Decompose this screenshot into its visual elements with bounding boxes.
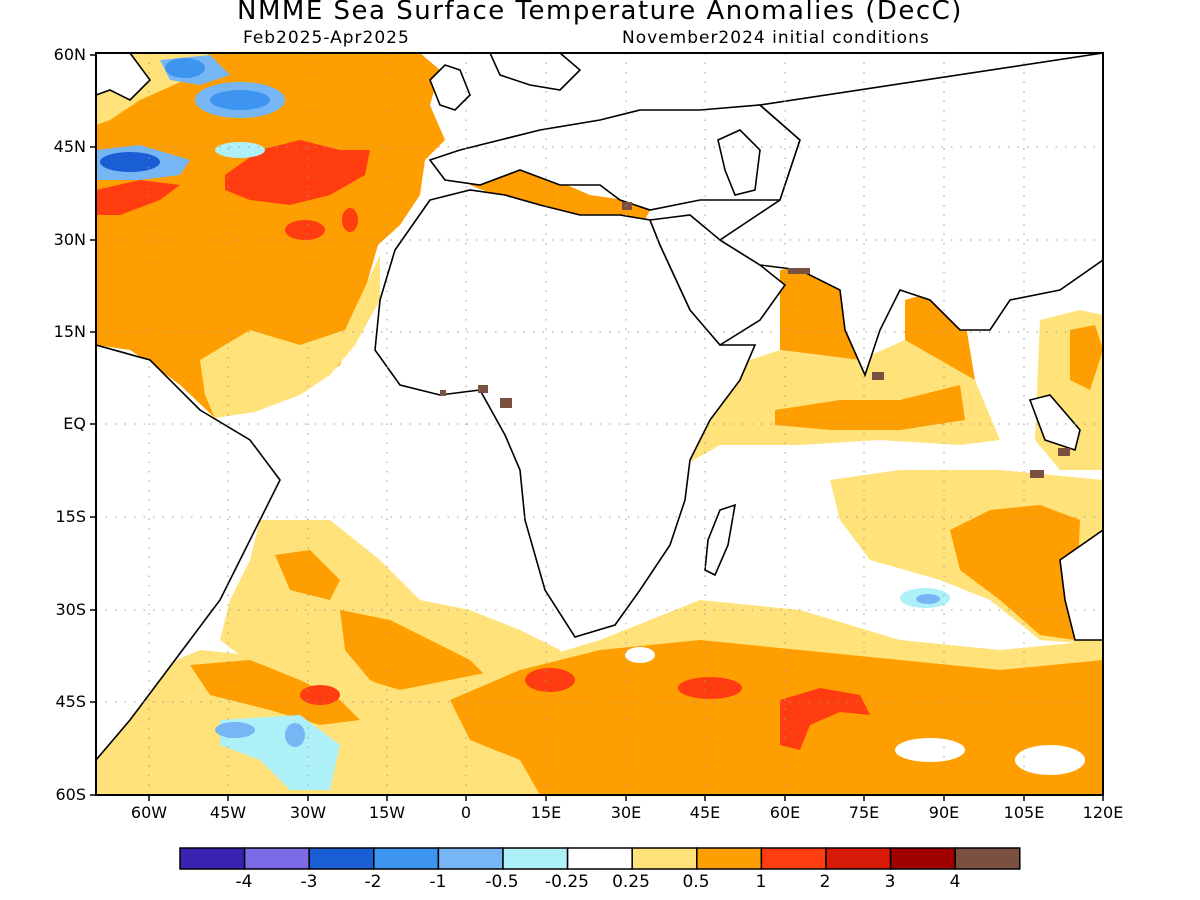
forecast-period: Feb2025-Apr2025 bbox=[243, 28, 410, 48]
asia bbox=[718, 53, 1103, 378]
colorbar-label: 0.25 bbox=[612, 872, 650, 892]
lon-label-60e: 60E bbox=[769, 803, 801, 822]
colorbar-swatch bbox=[502, 847, 569, 870]
colorbar-swatch bbox=[373, 847, 440, 870]
scandinavia bbox=[489, 53, 582, 91]
lat-label-eq: EQ bbox=[63, 414, 86, 433]
colorbar-label: -0.5 bbox=[485, 872, 519, 892]
south-america bbox=[96, 344, 281, 762]
colorbar-swatch bbox=[696, 847, 763, 870]
uk bbox=[429, 64, 471, 111]
mediterranean-warm bbox=[470, 165, 650, 230]
colorbar-label: 4 bbox=[949, 872, 961, 892]
colorbar-swatch bbox=[954, 847, 1021, 870]
greenland-tip bbox=[96, 53, 152, 101]
anomaly-field bbox=[96, 53, 1103, 795]
colorbar-label: -0.25 bbox=[545, 872, 589, 892]
lat-label-45n: 45N bbox=[53, 137, 86, 156]
colorbar-swatch bbox=[566, 847, 633, 870]
colorbar-swatch bbox=[825, 847, 892, 870]
map-title: NMME Sea Surface Temperature Anomalies (… bbox=[237, 0, 963, 26]
colorbar-swatch bbox=[631, 847, 698, 870]
s-atlantic-warm bbox=[275, 550, 340, 600]
colorbar-swatch bbox=[243, 847, 310, 870]
colorbar-label: 3 bbox=[884, 872, 896, 892]
colorbar-label: 1 bbox=[755, 872, 767, 892]
atlantic-hot-west bbox=[96, 180, 180, 215]
lon-label-120e: 120E bbox=[1082, 803, 1124, 822]
colorbar-label: -3 bbox=[300, 872, 318, 892]
lat-label-15n: 15N bbox=[53, 322, 86, 341]
initial-conditions: November2024 initial conditions bbox=[622, 28, 930, 48]
gulfstream-hot bbox=[225, 140, 370, 205]
colorbar-label: -4 bbox=[235, 872, 253, 892]
lon-label-45w: 45W bbox=[209, 803, 247, 822]
lon-label-30e: 30E bbox=[610, 803, 642, 822]
lon-label-30w: 30W bbox=[289, 803, 327, 822]
lon-label-15w: 15W bbox=[368, 803, 406, 822]
indonesia-orange bbox=[1070, 325, 1103, 390]
arabia bbox=[648, 214, 787, 347]
colorbar bbox=[179, 847, 1021, 870]
colorbar-swatch bbox=[179, 847, 246, 870]
lon-label-60w: 60W bbox=[130, 803, 168, 822]
lon-label-15e: 15E bbox=[530, 803, 562, 822]
n-atlantic-light bbox=[200, 255, 380, 418]
caspian bbox=[717, 129, 761, 196]
colorbar-label: -1 bbox=[429, 872, 447, 892]
australia bbox=[1059, 529, 1103, 641]
lat-label-60s: 60S bbox=[55, 785, 86, 804]
colorbar-label: -2 bbox=[364, 872, 382, 892]
s-atlantic-warm-band bbox=[190, 660, 360, 725]
colorbar-swatch bbox=[760, 847, 827, 870]
colorbar-swatch bbox=[308, 847, 375, 870]
n-atlantic-warm bbox=[96, 53, 445, 418]
continents bbox=[96, 53, 1103, 762]
colorbar-swatch bbox=[889, 847, 956, 870]
madagascar bbox=[704, 503, 737, 577]
colorbar-label: 2 bbox=[819, 872, 831, 892]
lat-label-45s: 45S bbox=[55, 692, 86, 711]
lon-label-105e: 105E bbox=[1003, 803, 1045, 822]
eq-indian-warm bbox=[775, 385, 965, 430]
lat-label-15s: 15S bbox=[55, 507, 86, 526]
lon-label-90e: 90E bbox=[928, 803, 960, 822]
southern-hot-crescent bbox=[780, 688, 870, 750]
africa bbox=[374, 189, 757, 638]
sumatra bbox=[1028, 394, 1081, 452]
axis-ticks bbox=[90, 54, 1104, 801]
extreme-cells bbox=[440, 202, 1070, 478]
lat-label-60n: 60N bbox=[53, 45, 86, 64]
lon-label-0: 0 bbox=[460, 803, 472, 822]
lon-label-45e: 45E bbox=[689, 803, 721, 822]
s-indian-warm bbox=[950, 505, 1080, 640]
colorbar-swatch bbox=[437, 847, 504, 870]
lat-label-30n: 30N bbox=[53, 230, 86, 249]
lon-label-75e: 75E bbox=[848, 803, 880, 822]
colorbar-label: 0.5 bbox=[682, 872, 710, 892]
lat-label-30s: 30S bbox=[55, 600, 86, 619]
grid bbox=[96, 53, 1103, 795]
